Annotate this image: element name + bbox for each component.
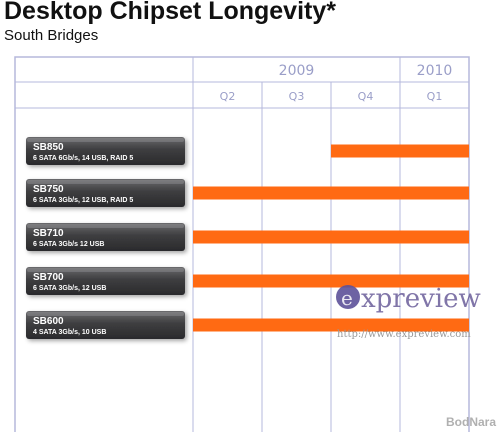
chipset-desc: 6 SATA 6Gb/s, 14 USB, RAID 5	[33, 155, 133, 162]
chipset-name: SB600	[33, 316, 64, 327]
watermark: e xpreview http://www.expreview.com BodNara	[336, 284, 496, 429]
chipset-label-bg	[26, 223, 185, 251]
watermark-url: http://www.expreview.com	[337, 329, 471, 340]
chipset-label: SB600 4 SATA 3Gb/s, 10 USB	[26, 311, 185, 339]
quarter-label: Q2	[220, 90, 236, 103]
chipset-label-bg	[26, 311, 185, 339]
timeline-bar	[193, 274, 469, 288]
chipset-label-shine	[27, 224, 184, 228]
chart-subtitle: South Bridges	[4, 27, 99, 44]
timeline-bar	[193, 186, 469, 200]
chipset-label: SB850 6 SATA 6Gb/s, 14 USB, RAID 5	[26, 137, 185, 165]
watermark-corner: BodNara	[446, 415, 496, 429]
chipset-label-shine	[27, 312, 184, 316]
chipset-desc: 4 SATA 3Gb/s, 10 USB	[33, 329, 106, 336]
chipset-desc: 6 SATA 3Gb/s, 12 USB, RAID 5	[33, 197, 133, 204]
chipset-desc: 6 SATA 3Gb/s, 12 USB	[33, 285, 106, 292]
chipset-label-shine	[27, 268, 184, 272]
chipset-name: SB850	[33, 142, 64, 153]
chipset-name: SB750	[33, 184, 64, 195]
chart-title: Desktop Chipset Longevity*	[4, 0, 336, 25]
timeline-bar	[193, 318, 469, 332]
grid: 2009 2010 Q2 Q3 Q4 Q1	[14, 56, 470, 432]
row-labels: SB850 6 SATA 6Gb/s, 14 USB, RAID 5 SB750 6 …	[26, 137, 185, 339]
chipset-label-bg	[26, 179, 185, 207]
chipset-name: SB700	[33, 272, 64, 283]
chipset-label-shine	[27, 138, 184, 142]
watermark-brand: xpreview	[361, 284, 481, 314]
chipset-label: SB750 6 SATA 3Gb/s, 12 USB, RAID 5	[26, 179, 185, 207]
quarter-label: Q3	[289, 90, 305, 103]
chipset-label: SB700 6 SATA 3Gb/s, 12 USB	[26, 267, 185, 295]
chipset-label-bg	[26, 267, 185, 295]
bars	[193, 144, 469, 332]
watermark-logo-icon	[336, 285, 360, 309]
chipset-label-shine	[27, 180, 184, 184]
timeline-bar	[331, 144, 469, 158]
chipset-desc: 6 SATA 3Gb/s 12 USB	[33, 241, 104, 248]
chipset-name: SB710	[33, 228, 64, 239]
chipset-label: SB710 6 SATA 3Gb/s 12 USB	[26, 223, 185, 251]
quarter-label: Q1	[427, 90, 443, 103]
quarter-label: Q4	[358, 90, 374, 103]
year-label: 2009	[279, 63, 315, 79]
timeline-bar	[193, 230, 469, 244]
year-label: 2010	[417, 63, 453, 79]
chipset-label-bg	[26, 137, 185, 165]
watermark-logo-letter: e	[341, 286, 353, 310]
